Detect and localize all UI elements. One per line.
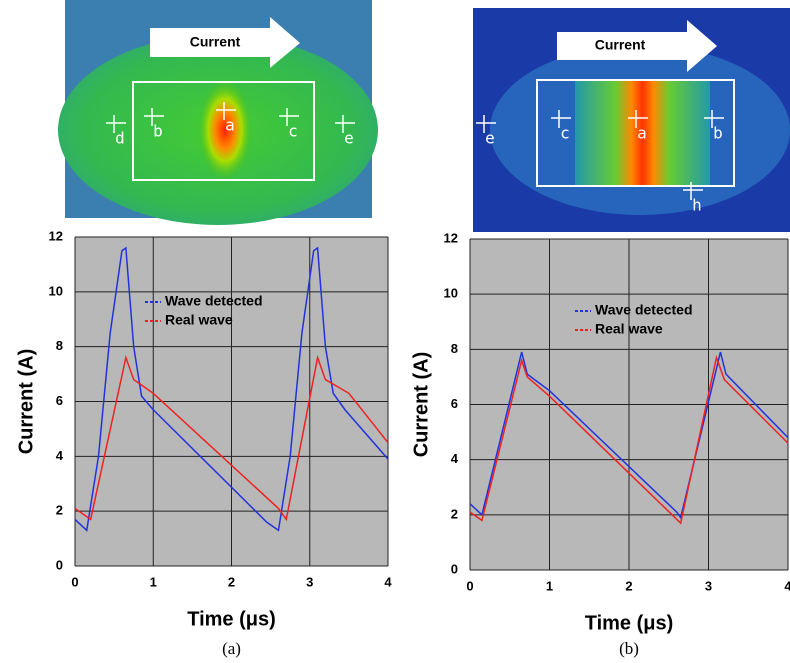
- arrow-label: Current: [595, 37, 646, 53]
- y-axis-label: Current (A): [15, 349, 37, 455]
- legend-label: Real wave: [165, 312, 233, 328]
- marker-label: a: [637, 124, 647, 143]
- caption: (b): [619, 639, 639, 658]
- marker-cross: [551, 110, 571, 128]
- y-tick-label: 12: [444, 230, 458, 245]
- x-tick-label: 0: [466, 578, 473, 593]
- marker-cross: [144, 108, 164, 126]
- y-tick-label: 8: [451, 341, 458, 356]
- y-tick-label: 10: [444, 286, 458, 301]
- marker-label: d: [115, 129, 125, 148]
- y-tick-label: 6: [451, 396, 458, 411]
- thermal-image-a: [58, 0, 378, 225]
- marker-label: b: [153, 122, 163, 141]
- series-line: [469, 351, 789, 520]
- y-tick-label: 2: [56, 503, 63, 518]
- marker-cross: [628, 110, 648, 128]
- marker-label: e: [485, 129, 495, 148]
- y-tick-label: 10: [49, 283, 63, 298]
- marker-label: b: [713, 124, 723, 143]
- x-axis-label: Time (μs): [585, 612, 674, 634]
- marker-cross: [106, 115, 126, 133]
- y-axis-label: Current (A): [410, 352, 432, 458]
- x-tick-label: 4: [784, 578, 790, 593]
- marker-cross: [683, 182, 703, 200]
- x-tick-label: 1: [150, 574, 157, 589]
- y-tick-label: 4: [451, 451, 459, 466]
- y-tick-label: 6: [56, 393, 63, 408]
- series-line: [74, 354, 389, 522]
- series-line: [469, 354, 789, 525]
- y-tick-label: 0: [451, 561, 458, 576]
- marker-label: a: [225, 116, 235, 135]
- series-line: [74, 246, 389, 532]
- marker-label: e: [344, 129, 354, 148]
- marker-label: c: [560, 124, 570, 143]
- x-tick-label: 2: [228, 574, 235, 589]
- x-tick-label: 4: [384, 574, 392, 589]
- y-tick-label: 4: [56, 448, 64, 463]
- marker-cross: [476, 115, 496, 133]
- marker-cross: [335, 115, 355, 133]
- legend-label: Wave detected: [165, 293, 263, 309]
- y-tick-label: 8: [56, 338, 63, 353]
- legend-label: Wave detected: [595, 302, 693, 318]
- x-tick-label: 3: [306, 574, 313, 589]
- y-tick-label: 12: [49, 228, 63, 243]
- x-axis-label: Time (μs): [187, 608, 276, 630]
- x-tick-label: 0: [71, 574, 78, 589]
- y-tick-label: 0: [56, 557, 63, 572]
- arrow-label: Current: [190, 34, 241, 50]
- x-tick-label: 3: [705, 578, 712, 593]
- marker-cross: [704, 110, 724, 128]
- legend-label: Real wave: [595, 321, 663, 337]
- x-tick-label: 1: [546, 578, 553, 593]
- marker-label: h: [692, 196, 702, 215]
- y-tick-label: 2: [451, 506, 458, 521]
- marker-cross: [216, 102, 236, 120]
- marker-label: c: [288, 122, 298, 141]
- marker-cross: [279, 108, 299, 126]
- caption: (a): [222, 639, 241, 658]
- thermal-image-b: [473, 8, 790, 232]
- x-tick-label: 2: [625, 578, 632, 593]
